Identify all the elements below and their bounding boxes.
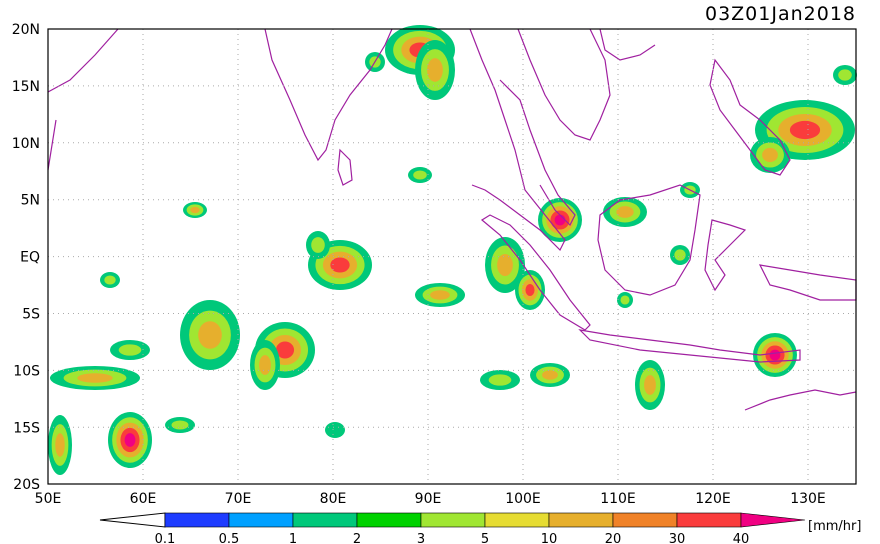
colorbar-label: 10 <box>541 532 558 544</box>
lat-label: 20N <box>12 22 40 38</box>
rain-cell <box>190 206 200 214</box>
rain-cell <box>413 170 427 180</box>
graticule <box>48 29 856 484</box>
lon-label: 60E <box>130 491 157 507</box>
colorbar-box <box>484 512 550 528</box>
colorbar-label: 1 <box>289 532 297 544</box>
rain-cell <box>616 206 634 218</box>
colorbar-box <box>420 512 486 528</box>
colorbar-box <box>356 512 422 528</box>
colorbar-label: 0.5 <box>219 532 240 544</box>
lon-label: 90E <box>415 491 442 507</box>
colorbar-box <box>676 512 742 528</box>
colorbar-label: 5 <box>481 532 489 544</box>
map-frame <box>47 28 857 485</box>
rain-cell <box>124 433 136 447</box>
lon-label: 130E <box>790 491 826 507</box>
rain-cell <box>488 374 512 386</box>
rain-cell <box>769 349 781 361</box>
colorbar-unit: [mm/hr] <box>808 519 861 534</box>
rain-cell <box>620 295 630 305</box>
colorbar-box <box>292 512 358 528</box>
precipitation <box>48 25 857 475</box>
lat-label: 5N <box>21 193 40 209</box>
lon-label: 120E <box>695 491 731 507</box>
rain-cell <box>430 290 450 300</box>
lat-label: 5S <box>22 307 40 323</box>
lat-label: 15N <box>12 79 40 95</box>
rain-cell <box>198 321 222 349</box>
lon-label: 70E <box>225 491 252 507</box>
colorbar: 0.1 0.5 1 2 3 5 10 20 30 40 <box>99 512 806 544</box>
colorbar-label: 3 <box>417 532 425 544</box>
rain-cell <box>55 433 65 457</box>
rain-cell <box>171 420 189 430</box>
colorbar-label: 0.1 <box>155 532 176 544</box>
rain-cell <box>77 373 113 383</box>
rain-cell <box>644 375 656 395</box>
rain-cell <box>542 370 558 380</box>
map-title: 03Z01Jan2018 <box>705 3 856 25</box>
rain-cell <box>259 355 271 375</box>
lat-label: 10S <box>13 363 40 379</box>
coastlines <box>47 28 857 411</box>
rain-cell <box>525 283 535 297</box>
lat-label: 20S <box>13 477 40 493</box>
colorbar-label: 20 <box>605 532 622 544</box>
lon-label: 50E <box>35 491 62 507</box>
lon-label: 80E <box>320 491 347 507</box>
colorbar-box <box>228 512 294 528</box>
colorbar-high <box>740 512 806 528</box>
colorbar-label: 40 <box>733 532 750 544</box>
rain-cell <box>275 341 295 359</box>
lat-label: 15S <box>13 420 40 436</box>
colorbar-low <box>99 512 166 528</box>
rain-cell <box>311 237 325 253</box>
rain-cell <box>427 58 443 82</box>
lat-label: EQ <box>20 250 40 266</box>
rain-cell <box>497 253 513 277</box>
colorbar-label: 2 <box>353 532 361 544</box>
lon-label: 100E <box>505 491 541 507</box>
rain-cell <box>838 69 852 81</box>
rain-cell <box>762 147 778 163</box>
rain-cell <box>330 257 350 273</box>
rain-cell <box>789 120 821 140</box>
rain-cell <box>554 214 566 226</box>
lat-label: 10N <box>12 136 40 152</box>
colorbar-box <box>612 512 678 528</box>
rain-cell <box>325 422 345 438</box>
colorbar-box <box>548 512 614 528</box>
rain-cell <box>674 249 686 261</box>
colorbar-box <box>164 512 230 528</box>
rain-cell <box>104 275 116 285</box>
rain-cell <box>118 344 142 356</box>
lon-label: 110E <box>600 491 636 507</box>
colorbar-label: 30 <box>669 532 686 544</box>
